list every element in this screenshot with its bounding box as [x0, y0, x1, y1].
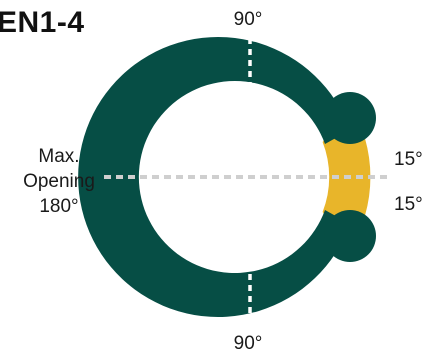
top-angle-label: 90°	[233, 9, 263, 30]
max-label-line2: Opening	[23, 171, 95, 192]
bottom-angle-label: 90°	[233, 333, 263, 354]
right-upper-angle-label: 15°	[394, 149, 423, 170]
main-ring	[78, 37, 350, 317]
lower-ring-cap	[324, 210, 376, 262]
max-label-line1: Max.	[38, 146, 80, 167]
upper-ring-cap	[324, 92, 376, 144]
max-opening-label: Max. Opening 180°	[18, 144, 100, 219]
diagram-title: EN1-4	[0, 6, 85, 39]
max-label-line3: 180°	[39, 196, 79, 217]
right-lower-angle-label: 15°	[394, 194, 423, 215]
